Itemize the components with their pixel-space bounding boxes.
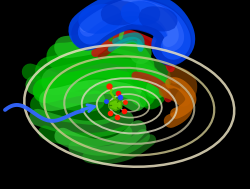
Polygon shape [109, 100, 121, 110]
